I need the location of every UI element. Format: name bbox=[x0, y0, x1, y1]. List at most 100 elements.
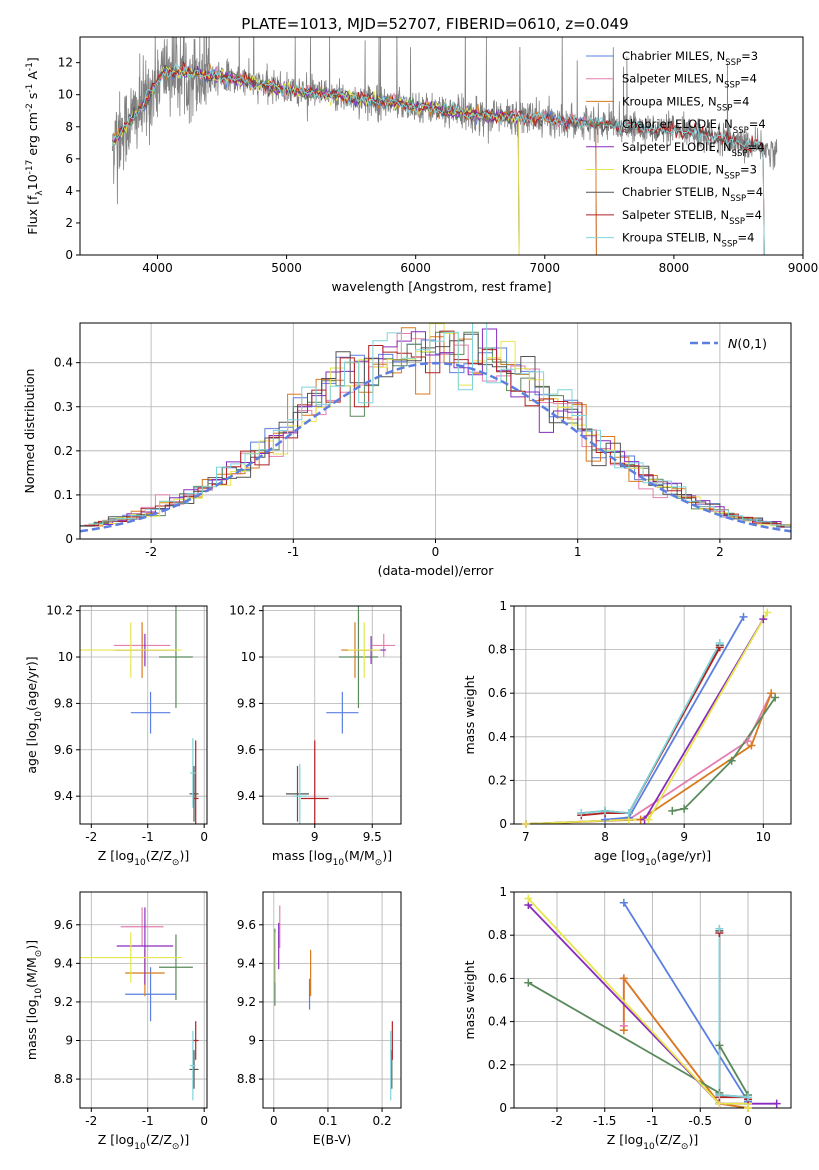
x-tick-label: 0 bbox=[270, 1114, 278, 1128]
x-tick-label: -1.5 bbox=[593, 1114, 616, 1128]
mass-weight-line bbox=[525, 692, 773, 824]
y-tick-label: 0 bbox=[499, 817, 507, 831]
weight-vs-Z-axes: -2 -1.5 -1 -0.5 0 0 0.2 0.4 0.6 0.8 1 Z [log10(Z/Z⊙… bbox=[462, 885, 792, 1152]
mass-weight-line bbox=[527, 981, 749, 1096]
y-tick-label: 9.8 bbox=[237, 696, 256, 710]
x-tick-label: 0.1 bbox=[318, 1114, 337, 1128]
mass-weight-marker bbox=[715, 1091, 724, 1100]
axes-frame bbox=[262, 605, 402, 825]
y-tick-label: 6 bbox=[65, 152, 73, 166]
x-tick-label: -1 bbox=[647, 1114, 659, 1128]
mass-weight-marker bbox=[668, 806, 677, 815]
y-tick-label: 0.8 bbox=[488, 643, 507, 657]
y-tick-label: 10.2 bbox=[46, 604, 73, 618]
axes-frame bbox=[79, 605, 208, 825]
x-tick-label: 7000 bbox=[530, 261, 561, 275]
y-tick-label: 0.4 bbox=[488, 1015, 507, 1029]
legend-label: Kroupa STELIB, NSSP=4 bbox=[622, 231, 754, 250]
x-tick-label: 0 bbox=[200, 830, 208, 844]
x-tick-label: -2 bbox=[85, 830, 97, 844]
y-tick-label: 0.2 bbox=[488, 1058, 507, 1072]
residual-histogram-step bbox=[88, 323, 791, 528]
x-tick-label: 0 bbox=[432, 545, 440, 559]
x-tick-label: -0.5 bbox=[689, 1114, 712, 1128]
x-tick-label: 9.5 bbox=[363, 830, 382, 844]
x-axis-title: E(B-V) bbox=[313, 1132, 352, 1147]
axes-frame bbox=[513, 605, 792, 825]
y-tick-label: 8.8 bbox=[54, 1072, 73, 1086]
y-axis-title: Normed distribution bbox=[22, 369, 37, 494]
mass-weight-line bbox=[525, 692, 773, 824]
y-tick-label: 0.2 bbox=[54, 444, 73, 458]
y-tick-label: 8 bbox=[65, 120, 73, 134]
y-tick-label: 12 bbox=[58, 56, 73, 70]
y-axis-title: age [log10(age/yr)] bbox=[24, 656, 44, 773]
x-axis-title: Z [log10(Z/Z⊙)] bbox=[607, 1132, 698, 1152]
y-tick-label: 0.2 bbox=[488, 773, 507, 787]
y-tick-label: 10 bbox=[241, 650, 256, 664]
x-tick-label: -1 bbox=[142, 1114, 154, 1128]
mass-weight-line bbox=[581, 646, 721, 817]
y-tick-label: 0 bbox=[65, 248, 73, 262]
x-axis-title: wavelength [Angstrom, rest frame] bbox=[331, 279, 551, 294]
mass-weight-marker bbox=[601, 806, 610, 815]
y-tick-label: 4 bbox=[65, 184, 73, 198]
figure-title: PLATE=1013, MJD=52707, FIBERID=0610, z=0… bbox=[241, 15, 628, 33]
y-axis-title: mass weight bbox=[462, 675, 477, 754]
y-tick-label: 9 bbox=[248, 1034, 256, 1048]
x-axis-title: Z [log10(Z/Z⊙)] bbox=[98, 1132, 189, 1152]
mass-weight-marker bbox=[715, 924, 724, 933]
y-tick-label: 8.8 bbox=[237, 1072, 256, 1086]
y-tick-label: 0.6 bbox=[488, 686, 507, 700]
mass-weight-marker bbox=[767, 689, 776, 698]
y-tick-label: 0 bbox=[499, 1101, 507, 1115]
weight-vs-age-axes: 7 8 9 10 0 0.2 0.4 0.6 0.8 1 age [log10(age/yr)] ma… bbox=[462, 599, 792, 868]
x-tick-label: 0.2 bbox=[373, 1114, 392, 1128]
weight-vs-age-plot-area bbox=[525, 612, 776, 824]
x-tick-label: 7 bbox=[522, 830, 530, 844]
y-tick-label: 9.6 bbox=[54, 743, 73, 757]
legend-label: Salpeter MILES, NSSP=4 bbox=[622, 72, 757, 91]
x-tick-label: 8 bbox=[601, 830, 609, 844]
y-tick-label: 9.2 bbox=[54, 995, 73, 1009]
y-tick-label: 0.4 bbox=[488, 730, 507, 744]
mass-weight-line bbox=[525, 612, 769, 824]
y-tick-label: 0.8 bbox=[488, 928, 507, 942]
x-tick-label: 9000 bbox=[788, 261, 819, 275]
residuals-axes: -2 -1 0 1 2 0 0.1 0.2 0.3 0.4 (data-model)/error No… bbox=[22, 322, 792, 578]
mass-weight-marker bbox=[715, 639, 724, 648]
mass-weight-marker bbox=[619, 974, 628, 983]
y-tick-label: 0 bbox=[65, 532, 73, 546]
y-tick-label: 1 bbox=[499, 599, 507, 613]
residuals-plot-area bbox=[80, 323, 791, 533]
y-axis-title: mass [log10(M/M⊙)] bbox=[24, 940, 44, 1060]
y-tick-label: 1 bbox=[499, 885, 507, 899]
mass-weight-line bbox=[622, 975, 749, 1108]
legend-label: N(0,1) bbox=[728, 336, 767, 351]
mass-weight-marker bbox=[619, 898, 628, 907]
y-tick-label: 10.2 bbox=[229, 604, 256, 618]
residual-histogram-step bbox=[80, 333, 791, 527]
x-tick-label: -1 bbox=[142, 830, 154, 844]
mass-weight-marker bbox=[739, 612, 748, 621]
model-spectrum-line bbox=[111, 66, 597, 255]
y-tick-label: 0.1 bbox=[54, 488, 73, 502]
y-tick-label: 0.3 bbox=[54, 400, 73, 414]
normal-curve bbox=[80, 361, 791, 533]
mass-vs-EBV-axes: 0 0.1 0.2 8.8 9 9.2 9.4 9.6 E(B-V) bbox=[237, 891, 402, 1147]
legend-label: Chabrier STELIB, NSSP=4 bbox=[622, 185, 763, 204]
axes-frame bbox=[79, 36, 804, 256]
x-tick-label: 5000 bbox=[271, 261, 302, 275]
mass-weight-line bbox=[527, 897, 749, 1108]
model-spectrum-line bbox=[111, 62, 765, 255]
x-tick-label: 10 bbox=[756, 830, 771, 844]
legend-label: Chabrier ELODIE, NSSP=4 bbox=[622, 117, 766, 136]
model-spectrum-line bbox=[112, 61, 765, 255]
x-tick-label: 4000 bbox=[142, 261, 173, 275]
x-axis-title: mass [log10(M/M⊙)] bbox=[272, 848, 392, 868]
mass-weight-marker bbox=[624, 809, 633, 818]
mass-weight-marker bbox=[744, 1104, 753, 1112]
y-tick-label: 9.6 bbox=[237, 743, 256, 757]
y-tick-label: 9.2 bbox=[237, 995, 256, 1009]
